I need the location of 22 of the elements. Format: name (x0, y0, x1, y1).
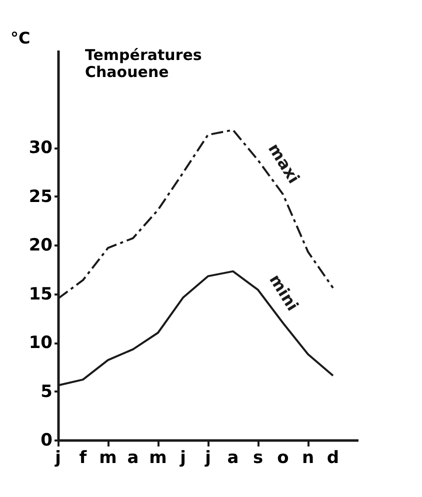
y-tick-label: 5 (40, 382, 52, 402)
x-tick-label: d (326, 448, 340, 468)
x-tick-label: j (54, 448, 61, 468)
text: Températures (85, 46, 202, 64)
y-tick-label: 15 (28, 284, 52, 304)
x-tick-label: s (252, 448, 264, 468)
y-tick-label: 10 (28, 333, 53, 353)
x-tick-label: m (149, 448, 167, 468)
x-tick-label: j (179, 448, 186, 468)
x-tick-label: m (99, 448, 117, 468)
text: Chaouene (85, 63, 169, 81)
x-tick-label: j (204, 448, 211, 468)
x-tick-label: o (277, 448, 289, 468)
x-tick-label: a (127, 448, 139, 468)
y-tick-label: 0 (40, 430, 53, 450)
x-tick-label: f (79, 448, 88, 468)
x-tick-label: n (302, 448, 314, 468)
y-tick-label: 30 (28, 138, 53, 158)
y-tick-label: 25 (28, 186, 52, 207)
y-tick-label: 20 (28, 236, 53, 256)
x-tick-label: a (227, 448, 239, 468)
y-axis-title: °C (10, 28, 30, 48)
